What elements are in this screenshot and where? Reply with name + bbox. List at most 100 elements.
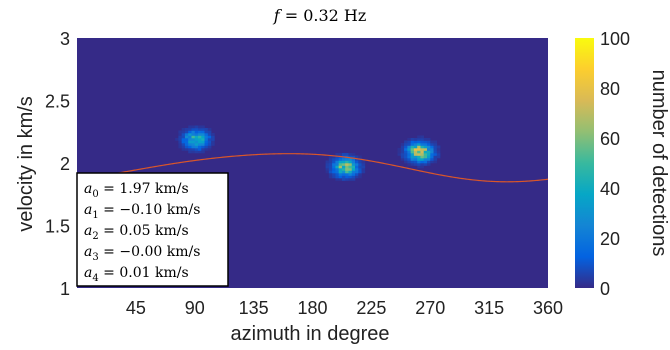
heatmap-cell xyxy=(404,153,408,156)
heatmap-cell xyxy=(426,160,431,164)
heatmap-cell xyxy=(351,173,356,176)
heatmap-cell xyxy=(407,150,411,154)
heatmap-cell xyxy=(207,145,212,149)
heatmap-cell xyxy=(404,140,408,144)
heatmap-cell xyxy=(201,145,205,149)
heatmap-cell xyxy=(191,130,196,134)
y-tick-label: 1.5 xyxy=(45,217,70,237)
coefficient-line: a4 = 0.01 km/s xyxy=(84,265,189,284)
heatmap-cell xyxy=(420,140,425,144)
heatmap-cell xyxy=(423,140,428,144)
heatmap-cell xyxy=(338,163,343,166)
heatmap-cell xyxy=(328,158,333,161)
heatmap-cell xyxy=(423,153,428,156)
heatmap-cell xyxy=(335,168,339,171)
heatmap-cell xyxy=(191,128,196,131)
heatmap-cell xyxy=(430,150,434,154)
heatmap-cell xyxy=(201,150,205,154)
heatmap-cell xyxy=(345,160,349,164)
colorbar-label: number of detections xyxy=(648,70,670,257)
heatmap-cell xyxy=(410,138,415,141)
heatmap-cell xyxy=(335,160,339,164)
heatmap-cell xyxy=(341,165,346,169)
heatmap-cell xyxy=(355,163,359,166)
heatmap-cell xyxy=(433,153,438,156)
heatmap-cell xyxy=(332,163,336,166)
y-tick-label: 2.5 xyxy=(45,92,70,112)
heatmap-cell xyxy=(413,140,418,144)
heatmap-cell xyxy=(433,145,438,149)
heatmap-cell xyxy=(332,165,336,169)
coefficients-lines: a0 = 1.97 km/s a1 = −0.10 km/s a2 = 0.05 k… xyxy=(84,181,200,284)
x-tick-label: 180 xyxy=(297,298,327,318)
heatmap-cell xyxy=(400,143,405,146)
heatmap-cell xyxy=(417,153,421,156)
x-tick-label: 45 xyxy=(126,298,146,318)
heatmap-cell xyxy=(194,143,199,146)
heatmap-cell xyxy=(335,170,339,174)
heatmap-cell xyxy=(194,145,199,149)
heatmap-cell xyxy=(355,155,359,159)
heatmap-cell xyxy=(198,140,202,144)
heatmap-cell xyxy=(420,143,425,146)
heatmap-cell xyxy=(430,148,434,151)
heatmap-cell xyxy=(423,155,428,159)
heatmap-cell xyxy=(423,148,428,151)
y-tick-label: 3 xyxy=(60,29,70,49)
heatmap-cell xyxy=(345,168,349,171)
heatmap-cell xyxy=(211,135,215,139)
heatmap-cell xyxy=(397,148,402,151)
heatmap-cell xyxy=(436,145,441,149)
heatmap-cell xyxy=(207,138,212,141)
heatmap-cell xyxy=(198,150,202,154)
heatmap-cell xyxy=(407,160,411,164)
heatmap-cell xyxy=(198,148,202,151)
heatmap-cell xyxy=(178,138,182,141)
heatmap-cell xyxy=(436,148,441,151)
heatmap-cell xyxy=(194,125,199,129)
heatmap-cell xyxy=(188,148,192,151)
heatmap-cell xyxy=(423,158,428,161)
heatmap-cell xyxy=(426,140,431,144)
x-tick-label: 225 xyxy=(356,298,386,318)
heatmap-cell xyxy=(188,140,192,144)
heatmap-cell xyxy=(355,158,359,161)
heatmap-cell xyxy=(361,165,366,169)
heatmap-cell xyxy=(191,150,196,154)
coefficients-box: a0 = 1.97 km/s a1 = −0.10 km/s a2 = 0.05 k… xyxy=(76,172,229,287)
heatmap-cell xyxy=(426,163,431,166)
heatmap-cell xyxy=(207,135,212,139)
heatmap-cell xyxy=(355,175,359,179)
heatmap-cell xyxy=(328,173,333,176)
heatmap-cell xyxy=(201,148,205,151)
x-axis-label: azimuth in degree xyxy=(231,323,390,345)
heatmap-cell xyxy=(430,143,434,146)
heatmap-cell xyxy=(400,158,405,161)
heatmap-cell xyxy=(413,153,418,156)
heatmap-cell xyxy=(410,150,415,154)
heatmap-cell xyxy=(184,135,189,139)
heatmap-cell xyxy=(198,125,202,129)
heatmap-cell xyxy=(328,155,333,159)
heatmap-cell xyxy=(181,133,186,136)
heatmap-cell xyxy=(178,143,182,146)
heatmap-cell xyxy=(345,178,349,181)
heatmap-cell xyxy=(417,135,421,139)
heatmap-cell xyxy=(433,143,438,146)
heatmap-cell xyxy=(341,173,346,176)
heatmap-cell xyxy=(358,160,362,164)
heatmap-cell xyxy=(433,148,438,151)
heatmap-cell xyxy=(181,145,186,149)
heatmap-cell xyxy=(400,155,405,159)
heatmap-cell xyxy=(351,170,356,174)
heatmap-cell xyxy=(332,173,336,176)
heatmap-cell xyxy=(430,160,434,164)
heatmap-cell xyxy=(358,170,362,174)
heatmap-cell xyxy=(420,153,425,156)
heatmap-cell xyxy=(178,135,182,139)
heatmap-cell xyxy=(338,168,343,171)
heatmap-cell xyxy=(198,138,202,141)
heatmap-cell xyxy=(351,155,356,159)
heatmap-cell xyxy=(211,133,215,136)
heatmap-cell xyxy=(400,153,405,156)
